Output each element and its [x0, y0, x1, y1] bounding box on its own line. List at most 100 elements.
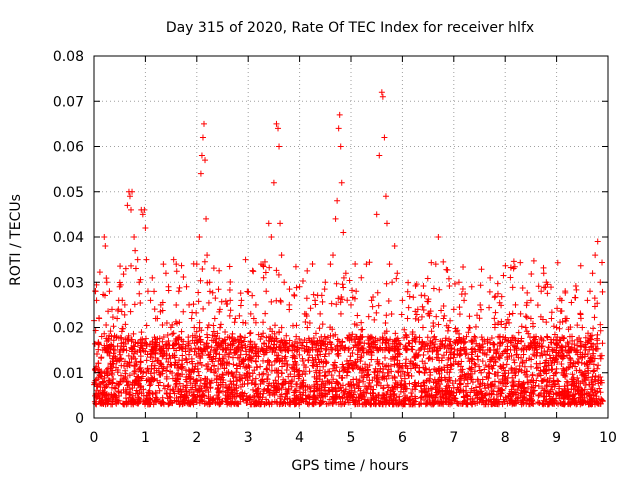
data-point — [397, 372, 404, 379]
data-point — [496, 342, 503, 349]
data-point — [145, 376, 152, 383]
data-point — [425, 355, 432, 362]
data-point — [469, 379, 476, 386]
data-point — [206, 288, 213, 295]
data-point — [271, 341, 278, 348]
data-point — [134, 390, 141, 397]
data-point — [233, 384, 240, 391]
data-point — [324, 377, 331, 384]
data-point — [233, 369, 240, 376]
data-point — [143, 322, 150, 329]
data-point — [210, 328, 217, 335]
data-point — [135, 382, 142, 389]
data-point — [216, 335, 223, 342]
data-point — [510, 265, 517, 272]
data-point — [253, 390, 260, 397]
data-point — [200, 305, 207, 312]
data-point — [224, 401, 231, 408]
data-point — [492, 309, 499, 316]
data-point — [456, 351, 463, 358]
data-point — [142, 224, 149, 231]
data-point — [588, 336, 595, 343]
data-point — [398, 398, 405, 405]
data-point — [558, 392, 565, 399]
data-point — [176, 387, 183, 394]
data-point — [290, 352, 297, 359]
data-point — [446, 384, 453, 391]
data-point — [151, 334, 158, 341]
data-point — [445, 324, 452, 331]
data-point — [401, 383, 408, 390]
data-point — [555, 378, 562, 385]
data-point — [371, 369, 378, 376]
data-point — [274, 400, 281, 407]
data-point — [163, 355, 170, 362]
data-point — [568, 299, 575, 306]
data-point — [446, 374, 453, 381]
data-point — [190, 392, 197, 399]
data-point — [420, 351, 427, 358]
x-tick-label: 4 — [295, 430, 304, 446]
data-point — [364, 386, 371, 393]
data-point — [488, 390, 495, 397]
data-point — [424, 334, 431, 341]
data-point — [180, 308, 187, 315]
data-point — [494, 280, 501, 287]
data-point — [117, 346, 124, 353]
data-point — [309, 260, 316, 267]
data-point — [286, 301, 293, 308]
data-point — [368, 400, 375, 407]
x-tick-label: 1 — [141, 430, 150, 446]
data-point — [164, 332, 171, 339]
data-point — [466, 313, 473, 320]
data-point — [294, 381, 301, 388]
data-point — [121, 301, 128, 308]
data-point — [455, 279, 462, 286]
data-point — [240, 396, 247, 403]
data-point — [409, 346, 416, 353]
data-point — [166, 400, 173, 407]
data-point — [416, 334, 423, 341]
data-point — [263, 334, 270, 341]
data-point — [536, 391, 543, 398]
data-point — [206, 351, 213, 358]
data-point — [571, 294, 578, 301]
data-point — [376, 152, 383, 159]
data-point — [306, 368, 313, 375]
data-point — [303, 295, 310, 302]
data-point — [466, 324, 473, 331]
data-point — [216, 343, 223, 350]
data-point — [422, 343, 429, 350]
data-point — [122, 265, 129, 272]
data-point — [276, 329, 283, 336]
data-point — [430, 379, 437, 386]
data-point — [356, 400, 363, 407]
data-point — [160, 333, 167, 340]
data-point — [109, 379, 116, 386]
data-point — [267, 334, 274, 341]
data-point — [510, 356, 517, 363]
data-point — [551, 331, 558, 338]
data-point — [491, 400, 498, 407]
data-point — [215, 358, 222, 365]
data-point — [534, 302, 541, 309]
data-point — [292, 338, 299, 345]
data-point — [544, 382, 551, 389]
data-point — [263, 365, 270, 372]
data-point — [128, 262, 135, 269]
data-point — [384, 382, 391, 389]
data-point — [520, 394, 527, 401]
data-point — [171, 352, 178, 359]
data-point — [418, 382, 425, 389]
data-point — [197, 377, 204, 384]
data-point — [391, 243, 398, 250]
data-point — [539, 343, 546, 350]
data-point — [352, 358, 359, 365]
data-point — [110, 337, 117, 344]
data-point — [560, 395, 567, 402]
data-point — [579, 324, 586, 331]
data-point — [566, 400, 573, 407]
data-point — [349, 331, 356, 338]
data-point — [138, 342, 145, 349]
data-point — [262, 269, 269, 276]
